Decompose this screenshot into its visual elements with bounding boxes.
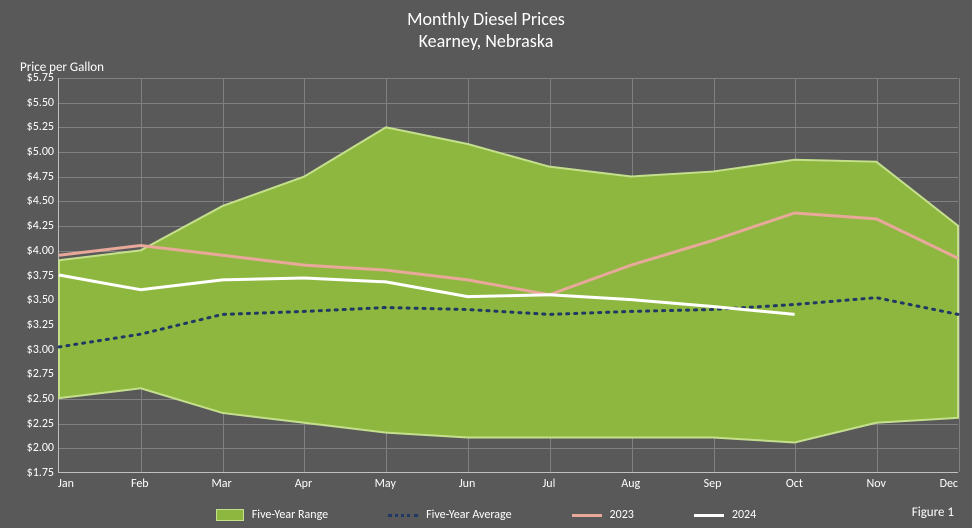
- legend-label: 2024: [732, 508, 756, 522]
- x-tick-label: Nov: [866, 477, 885, 491]
- y-tick-label: $3.00: [4, 343, 54, 357]
- dotted-line-icon: [388, 514, 418, 517]
- five-year-range-area: [59, 127, 958, 442]
- legend-item-range: Five-Year Range: [216, 508, 328, 522]
- x-tick-label: Feb: [131, 477, 149, 491]
- y-tick-label: $5.75: [4, 71, 54, 85]
- y-tick-label: $3.25: [4, 318, 54, 332]
- legend-label: Five-Year Range: [252, 508, 328, 522]
- x-tick-label: Dec: [940, 477, 958, 491]
- y-tick-label: $3.75: [4, 269, 54, 283]
- legend-item-average: Five-Year Average: [388, 508, 511, 522]
- line-2024-icon: [694, 514, 724, 517]
- range-swatch-icon: [216, 509, 244, 521]
- x-tick-label: Oct: [786, 477, 803, 491]
- series-svg: [59, 78, 958, 472]
- grid-line-v: [959, 78, 960, 472]
- y-tick-label: $2.50: [4, 392, 54, 406]
- x-tick-label: Mar: [212, 477, 232, 491]
- y-tick-label: $1.75: [4, 466, 54, 480]
- diesel-price-chart: Monthly Diesel Prices Kearney, Nebraska …: [0, 0, 972, 528]
- y-tick-label: $2.25: [4, 417, 54, 431]
- y-tick-label: $5.00: [4, 145, 54, 159]
- y-tick-label: $3.50: [4, 293, 54, 307]
- x-tick-label: Jan: [58, 477, 74, 491]
- chart-title: Monthly Diesel Prices: [0, 8, 972, 30]
- y-tick-label: $2.75: [4, 367, 54, 381]
- chart-title-block: Monthly Diesel Prices Kearney, Nebraska: [0, 8, 972, 52]
- legend-label: Five-Year Average: [426, 508, 511, 522]
- legend-item-2024: 2024: [694, 508, 756, 522]
- x-tick-label: May: [375, 477, 396, 491]
- y-tick-label: $2.00: [4, 441, 54, 455]
- y-tick-label: $5.50: [4, 96, 54, 110]
- y-tick-label: $4.25: [4, 219, 54, 233]
- x-tick-label: Jul: [542, 477, 555, 491]
- x-tick-label: Aug: [621, 477, 640, 491]
- x-tick-label: Sep: [704, 477, 722, 491]
- legend: Five-Year Range Five-Year Average 2023 2…: [0, 508, 972, 522]
- legend-item-2023: 2023: [572, 508, 634, 522]
- legend-label: 2023: [610, 508, 634, 522]
- plot-area: [58, 78, 958, 473]
- figure-label: Figure 1: [912, 505, 954, 520]
- line-2023-icon: [572, 514, 602, 517]
- y-tick-label: $4.00: [4, 244, 54, 258]
- x-tick-label: Apr: [295, 477, 312, 491]
- y-tick-label: $5.25: [4, 120, 54, 134]
- x-tick-label: Jun: [459, 477, 475, 491]
- chart-subtitle: Kearney, Nebraska: [0, 30, 972, 52]
- y-tick-label: $4.50: [4, 194, 54, 208]
- y-tick-label: $4.75: [4, 170, 54, 184]
